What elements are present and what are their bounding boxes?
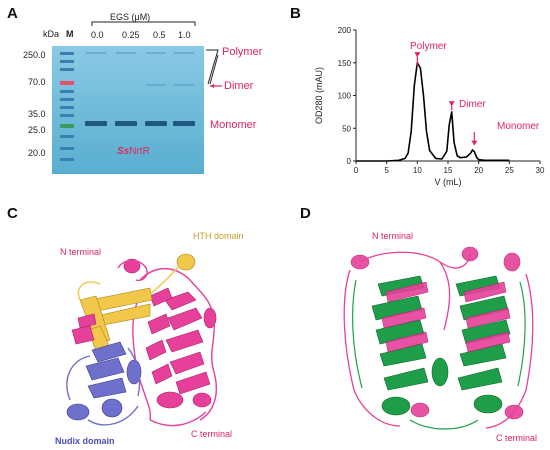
lane-label-3: 1.0 <box>178 30 191 40</box>
x-tick-label-5: 5 <box>384 166 389 175</box>
series-line-0 <box>356 61 510 162</box>
x-tick-label-20: 20 <box>474 166 483 175</box>
monomer-band-label: Monomer <box>210 119 257 131</box>
chart-annotation-polymer: Polymer <box>410 41 447 52</box>
n-terminal-label-d: N terminal <box>372 231 414 241</box>
polymer-bracket-lower <box>209 54 219 85</box>
mw-marker-25: 25.0 <box>28 125 46 135</box>
egs-label: EGS (μM) <box>110 12 151 22</box>
panel-c-letter: C <box>7 205 18 222</box>
y-axis-label: OD280 (mAU) <box>314 67 324 124</box>
protein-suffix: NrtR <box>129 146 150 157</box>
annotation-arrowhead-1 <box>448 101 455 107</box>
protein-prefix: Ss <box>117 146 130 157</box>
x-tick-label-25: 25 <box>505 166 514 175</box>
y-tick-label-200: 200 <box>338 26 352 35</box>
x-tick-label-30: 30 <box>536 166 545 175</box>
lane-label-1: 0.25 <box>122 30 140 40</box>
mw-marker-20: 20.0 <box>28 148 46 158</box>
nudix-domain-label: Nudix domain <box>55 436 115 446</box>
mw-marker-35: 35.0 <box>28 109 46 119</box>
c-terminal-label-d: C terminal <box>496 433 538 443</box>
x-axis-label: V (mL) <box>435 177 462 187</box>
polymer-bracket <box>206 49 219 85</box>
panel-d-letter: D <box>300 205 311 222</box>
gel-body <box>52 46 204 174</box>
y-tick-label-150: 150 <box>338 59 352 68</box>
lane-label-0: 0.0 <box>91 30 104 40</box>
kda-label: kDa <box>43 29 60 39</box>
y-tick-label-50: 50 <box>342 124 351 133</box>
protein-name: SsNrtR <box>117 147 150 157</box>
x-tick-label-0: 0 <box>354 166 359 175</box>
annotation-arrowhead-0 <box>414 52 421 58</box>
y-tick-label-0: 0 <box>347 157 352 166</box>
polymer-band-label: Polymer <box>222 46 263 58</box>
x-tick-label-10: 10 <box>413 166 422 175</box>
lane-label-2: 0.5 <box>153 30 166 40</box>
dimer-band-label: Dimer <box>224 80 254 92</box>
chart-annotation-monomer: Monomer <box>497 121 540 132</box>
y-tick-label-100: 100 <box>338 92 352 101</box>
marker-lane-label: M <box>66 29 74 39</box>
x-tick-label-15: 15 <box>444 166 453 175</box>
panel-a-letter: A <box>7 5 18 22</box>
chart-annotation-dimer: Dimer <box>459 99 486 110</box>
mw-marker-250: 250.0 <box>23 50 46 60</box>
monomer-bands <box>85 121 195 126</box>
marker-lane <box>60 52 74 161</box>
c-terminal-label-c: C terminal <box>191 429 233 439</box>
annotation-arrowhead-2 <box>471 140 478 146</box>
mw-marker-70: 70.0 <box>28 77 46 87</box>
n-terminal-label-c: N terminal <box>60 247 102 257</box>
hth-domain-label: HTH domain <box>193 231 244 241</box>
panel-b-letter: B <box>290 5 301 22</box>
